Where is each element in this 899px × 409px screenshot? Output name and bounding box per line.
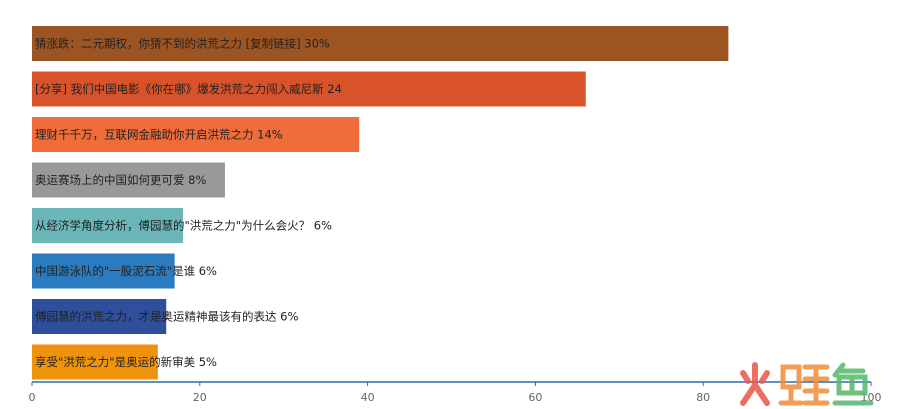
bar-labels-group: 猜涨跌：二元期权，你猜不到的洪荒之力 [复制链接] 30% [分享] 我们中国电影… bbox=[35, 37, 342, 370]
logo-char-2 bbox=[778, 364, 830, 406]
bar-6 bbox=[32, 253, 175, 289]
bar-3 bbox=[32, 117, 360, 152]
bar-label-8: 享受"洪荒之力"是奥运的新审美 5% bbox=[35, 355, 217, 369]
bars-group bbox=[32, 26, 729, 380]
huoliyu-logo bbox=[740, 362, 874, 406]
bar-2 bbox=[32, 71, 586, 107]
bar-label-1: 猜涨跌：二元期权，你猜不到的洪荒之力 [复制链接] 30% bbox=[35, 37, 330, 51]
bar-label-3: 理财千千万，互联网金融助你开启洪荒之力 14% bbox=[35, 128, 283, 142]
bar-1 bbox=[32, 26, 729, 61]
x-tick-label-0: 0 bbox=[29, 391, 36, 404]
logo-char-3 bbox=[832, 362, 874, 406]
bar-label-4: 奥运赛场上的中国如何更可爱 8% bbox=[35, 173, 206, 187]
bar-label-6: 中国游泳队的"一股泥石流"是谁 6% bbox=[35, 264, 217, 278]
bar-label-2: [分享] 我们中国电影《你在哪》爆发洪荒之力闯入威尼斯 24 bbox=[35, 82, 342, 96]
bar-4 bbox=[32, 162, 225, 198]
bar-label-5: 从经济学角度分析，傅园慧的"洪荒之力"为什么会火？ 6% bbox=[35, 219, 332, 233]
x-tick-label-20: 20 bbox=[193, 391, 207, 404]
x-tick-label-80: 80 bbox=[696, 391, 710, 404]
bar-7 bbox=[32, 299, 167, 334]
bar-label-7: 傅园慧的洪荒之力，才是奥运精神最该有的表达 6% bbox=[35, 310, 298, 324]
logo-char-1 bbox=[740, 362, 770, 406]
x-tick-label-60: 60 bbox=[528, 391, 542, 404]
bar-5 bbox=[32, 208, 184, 243]
x-tick-label-40: 40 bbox=[361, 391, 375, 404]
bar-8 bbox=[32, 344, 158, 380]
